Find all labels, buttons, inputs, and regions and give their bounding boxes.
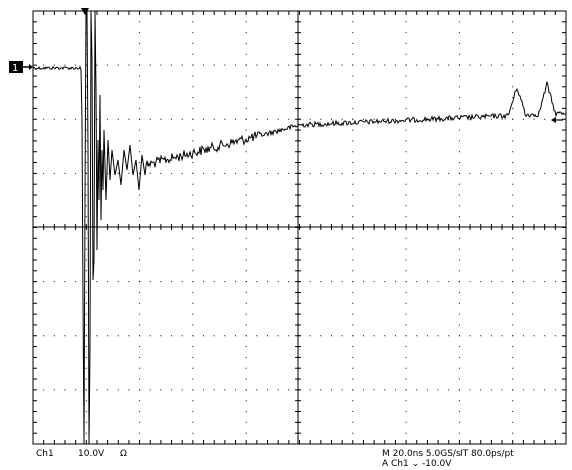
channel-label: Ch1: [36, 449, 54, 459]
channel-ground-marker-icon: 1: [9, 61, 33, 74]
graticule: [32, 10, 567, 445]
waveform-trace: [32, 10, 567, 445]
channel-marker-label: 1: [12, 63, 18, 74]
trigger-readout: A Ch1 ⌄ -10.0V: [382, 459, 452, 469]
trigger-position-icon: [81, 8, 89, 15]
coupling-symbol: Ω: [120, 449, 127, 459]
timebase-readout: M 20.0ns 5.0GS/s: [382, 449, 461, 459]
trigger-level-arrow-icon: [551, 117, 563, 123]
interpolation-readout: IT 80.0ps/pt: [460, 449, 514, 459]
vertical-scale: 10.0V: [78, 449, 105, 459]
